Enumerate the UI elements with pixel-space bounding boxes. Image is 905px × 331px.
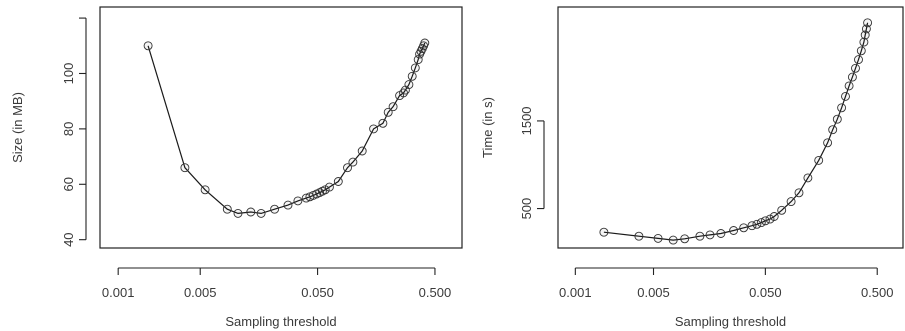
right-x-tick-label: 0.001 — [559, 285, 592, 300]
left-data-point — [200, 185, 210, 195]
right-data-point — [859, 37, 869, 47]
right-data-point — [716, 229, 726, 238]
left-panel-size: 0.001 0.005 0.050 0.500 40 60 80 100 Sampling th… — [10, 6, 463, 329]
left-data-point — [246, 207, 256, 217]
right-y-tick-label: 500 — [519, 198, 534, 220]
right-x-tick-label: 0.500 — [861, 285, 894, 300]
left-data-point — [404, 80, 414, 90]
left-data-point — [143, 41, 153, 51]
right-data-point — [794, 188, 804, 198]
left-data-point — [413, 55, 423, 65]
left-data-point — [270, 204, 280, 214]
left-data-point — [378, 118, 388, 128]
left-y-tick-label: 40 — [61, 232, 76, 246]
right-data-point — [803, 173, 813, 183]
right-data-point — [832, 114, 842, 124]
right-data-point — [705, 230, 715, 240]
right-data-point — [680, 234, 690, 244]
left-data-point — [420, 38, 430, 48]
left-data-point — [283, 200, 293, 210]
right-panel-time: 0.001 0.005 0.050 0.500 500 1500 Sampling thre… — [480, 6, 904, 329]
right-data-point — [760, 216, 770, 226]
right-y-tick-label: 1500 — [519, 106, 534, 135]
left-data-point — [343, 163, 352, 173]
right-data-point — [769, 212, 779, 221]
right-x-tick-label: 0.050 — [749, 285, 782, 300]
right-data-point — [814, 155, 824, 165]
right-x-tick-label: 0.005 — [637, 285, 670, 300]
right-data-point — [837, 103, 847, 113]
right-data-point — [634, 231, 644, 241]
left-y-tick-label: 60 — [61, 177, 76, 191]
left-data-point — [388, 102, 398, 112]
right-data-point — [851, 63, 860, 73]
right-data-point — [599, 227, 609, 237]
left-data-point — [256, 208, 266, 218]
left-data-point — [407, 71, 417, 81]
right-data-point — [668, 235, 678, 245]
left-data-point — [348, 157, 358, 167]
right-data-point — [747, 221, 757, 231]
right-data-point — [786, 197, 796, 207]
right-x-axis-label: Sampling threshold — [675, 314, 786, 329]
right-series-line — [603, 22, 869, 241]
left-data-point — [410, 63, 420, 73]
right-data-point — [847, 72, 857, 82]
right-data-point — [739, 223, 749, 233]
left-y-tick-label: 80 — [61, 122, 76, 136]
right-y-axis-label: Time (in s) — [480, 97, 495, 158]
right-data-point — [777, 205, 787, 215]
right-data-point — [863, 18, 873, 28]
left-x-axis-label: Sampling threshold — [225, 314, 336, 329]
left-data-point — [369, 124, 379, 134]
right-plot-frame — [557, 6, 904, 249]
left-x-tick-label: 0.001 — [102, 285, 135, 300]
right-data-point — [729, 226, 739, 235]
left-x-tick-label: 0.500 — [419, 285, 452, 300]
right-data-point — [844, 81, 854, 91]
right-data-point — [653, 233, 663, 243]
left-series-line — [147, 42, 426, 215]
left-data-point — [324, 182, 334, 192]
right-data-point — [828, 125, 838, 135]
left-x-tick-label: 0.050 — [301, 285, 334, 300]
right-data-point — [695, 231, 705, 241]
left-data-point — [383, 107, 393, 117]
right-data-point — [856, 46, 866, 56]
left-data-point — [222, 204, 232, 214]
left-y-axis-label: Size (in MB) — [10, 92, 25, 163]
right-data-point — [854, 55, 863, 65]
left-data-point — [293, 196, 303, 206]
left-x-tick-label: 0.005 — [184, 285, 217, 300]
right-data-point — [823, 138, 833, 148]
left-data-point — [333, 177, 343, 186]
left-y-tick-label: 100 — [61, 63, 76, 85]
left-data-point — [233, 208, 243, 218]
right-data-point — [841, 91, 850, 101]
left-data-point — [180, 163, 190, 173]
left-plot-frame — [99, 6, 463, 249]
left-data-point — [357, 146, 367, 156]
